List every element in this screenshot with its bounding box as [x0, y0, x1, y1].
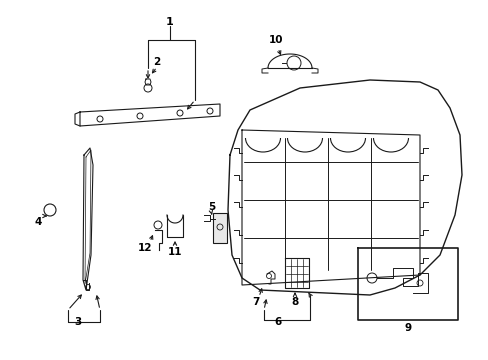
Text: 11: 11	[167, 247, 182, 257]
Text: 7: 7	[252, 297, 259, 307]
Text: 10: 10	[268, 35, 283, 45]
Text: 12: 12	[138, 243, 152, 253]
Text: 5: 5	[208, 202, 215, 212]
Text: 2: 2	[153, 57, 160, 67]
Text: 4: 4	[34, 217, 41, 227]
Text: 9: 9	[404, 323, 411, 333]
Bar	[213, 213, 226, 243]
Text: 6: 6	[274, 317, 281, 327]
Text: 8: 8	[291, 297, 298, 307]
Text: 3: 3	[74, 317, 81, 327]
Text: 1: 1	[166, 17, 174, 27]
